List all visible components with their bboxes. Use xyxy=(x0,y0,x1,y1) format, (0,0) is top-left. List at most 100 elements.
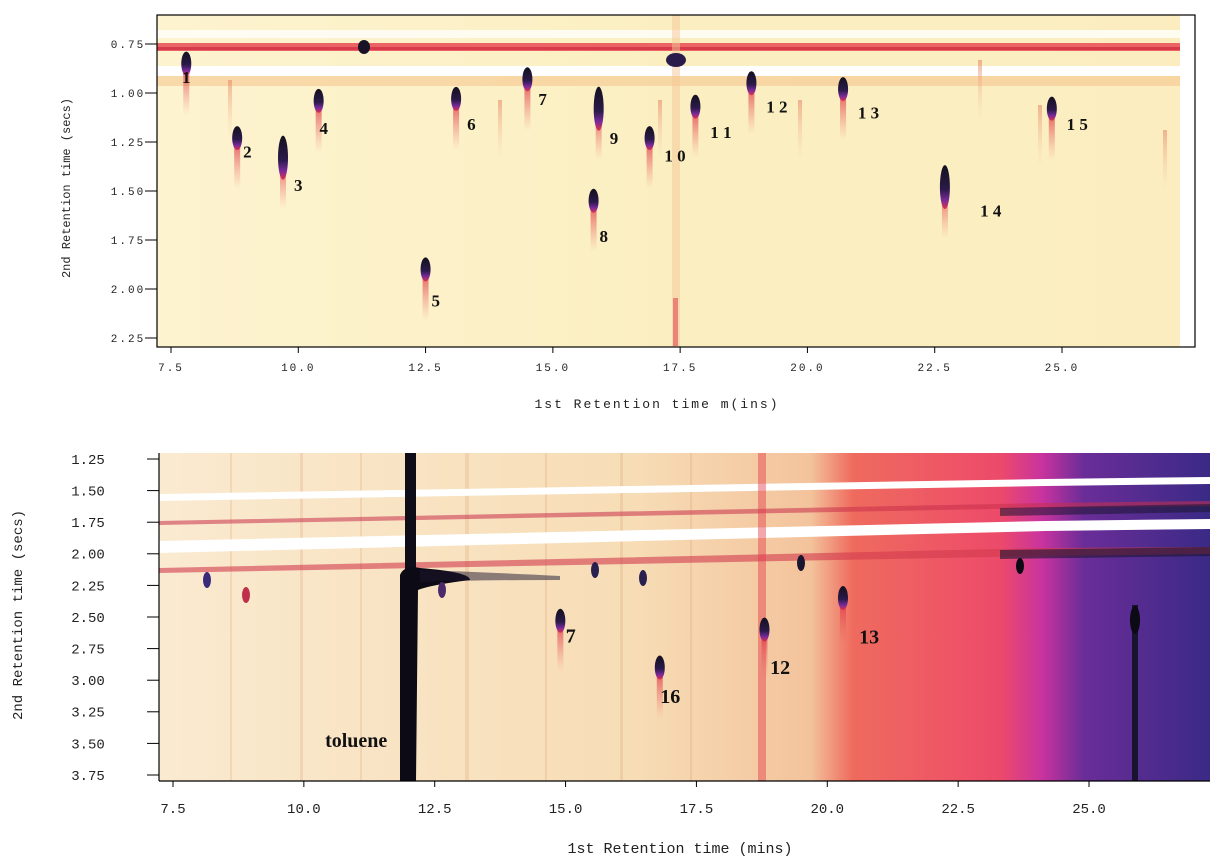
peak-label: 1 2 xyxy=(766,98,787,117)
y-tick-label: 1.75 xyxy=(71,516,105,532)
peak-streak xyxy=(183,59,190,115)
peak-spot xyxy=(654,655,665,680)
x-tick-label: 22.5 xyxy=(941,802,975,818)
y-tick-label: 2.00 xyxy=(111,285,145,297)
peak-spot xyxy=(522,67,533,92)
y-tick-label: 2.25 xyxy=(111,334,145,346)
peak-streak xyxy=(595,104,602,160)
y-tick-label: 1.00 xyxy=(111,89,145,101)
peak-label: 1 4 xyxy=(980,201,1002,220)
faint-streak xyxy=(228,80,232,140)
faint-streak xyxy=(1163,130,1167,190)
heatmap-bottom xyxy=(159,453,1210,781)
peak-spot xyxy=(1046,96,1057,121)
peak-label: 4 xyxy=(319,119,328,138)
x-tick-label: 10.0 xyxy=(287,802,321,818)
y-tick-label: 3.75 xyxy=(71,769,105,785)
x-tick-label: 17.5 xyxy=(663,363,697,375)
x-tick-label: 7.5 xyxy=(160,802,185,818)
peak-streak xyxy=(839,594,846,650)
x-tick-label: 20.0 xyxy=(810,802,844,818)
peak-streak xyxy=(646,134,653,190)
faint-streak xyxy=(658,100,662,160)
peak-spot xyxy=(591,562,599,578)
chart-bottom: 7.5 10.0 12.5 15.0 17.5 20.0 22.5 25.0 1.25 1.50… xyxy=(11,453,1210,858)
x-tick-label: 15.0 xyxy=(536,363,570,375)
peak-label: 1 3 xyxy=(858,103,879,122)
peak-label: 9 xyxy=(610,129,619,148)
y-tick-label: 2.25 xyxy=(71,579,105,595)
peak-label: 1 5 xyxy=(1067,115,1088,134)
peak-streak xyxy=(590,196,597,252)
peak-spot xyxy=(451,86,462,111)
peak-streak xyxy=(557,616,564,672)
peak-label: 2 xyxy=(243,143,252,162)
y-tick-label: 3.00 xyxy=(71,674,105,690)
peak-spot xyxy=(232,126,243,151)
y-tick-label: 0.75 xyxy=(111,40,145,52)
x-tick-label: 25.0 xyxy=(1072,802,1106,818)
peak-spot xyxy=(181,51,192,76)
faint-streak xyxy=(978,60,982,120)
peak-spot xyxy=(797,555,805,571)
peak-spot xyxy=(644,126,655,151)
peak-spot xyxy=(690,94,701,119)
peak-label: 5 xyxy=(432,292,441,311)
peak-streak xyxy=(692,102,699,158)
peak-spot xyxy=(555,608,566,633)
y-tick-label: 1.25 xyxy=(71,453,105,469)
x-tick-label: 7.5 xyxy=(158,363,184,375)
peak-spot xyxy=(639,570,647,586)
chart-top: 7.5 10.0 12.5 15.0 17.5 20.0 22.5 25.0 0.75 1.00… xyxy=(60,14,1196,412)
y-tick-label: 1.75 xyxy=(111,236,145,248)
y-tick-label: 2.75 xyxy=(71,643,105,659)
peak-streak xyxy=(840,85,847,141)
peak-label: 13 xyxy=(859,627,879,649)
peak-label: 12 xyxy=(770,657,790,679)
peak-label: 1 0 xyxy=(664,147,685,166)
faint-streak xyxy=(498,100,502,160)
x-axis-title-top: 1st Retention time m(ins) xyxy=(534,397,779,412)
peak-spot xyxy=(838,77,849,102)
heatmap-top xyxy=(157,15,1180,347)
peak-spot xyxy=(837,586,848,611)
y-axis-title-bottom: 2nd Retention time (secs) xyxy=(11,510,27,720)
x-tick-label: 10.0 xyxy=(281,363,315,375)
peak-spot xyxy=(313,88,324,113)
peak-streak xyxy=(315,96,322,152)
peak-streak xyxy=(656,663,663,719)
x-tick-label: 17.5 xyxy=(680,802,714,818)
peak-spot xyxy=(593,86,604,131)
x-tick-label: 12.5 xyxy=(408,363,442,375)
y-tick-label: 3.25 xyxy=(71,706,105,722)
faint-streak xyxy=(1038,105,1042,165)
peak-streak xyxy=(1048,104,1055,160)
y-tick-label: 1.50 xyxy=(111,187,145,199)
x-tick-label: 22.5 xyxy=(918,363,952,375)
peak-spot xyxy=(278,135,289,180)
peak-streak xyxy=(453,94,460,150)
peak-spot xyxy=(203,572,211,588)
plot-frame-top xyxy=(156,14,1196,348)
peak-label: 8 xyxy=(600,227,609,246)
peak-label: 1 1 xyxy=(710,123,731,142)
x-tick-label: 15.0 xyxy=(549,802,583,818)
peak-streak xyxy=(280,153,287,209)
peak-label: 16 xyxy=(660,686,680,708)
peak-streak xyxy=(748,79,755,135)
peak-spot xyxy=(1016,558,1024,574)
peak-streak xyxy=(422,265,429,321)
peak-label: 1 xyxy=(182,68,191,87)
peak-streak xyxy=(234,134,241,190)
faint-streak xyxy=(798,100,802,160)
y-tick-label: 2.00 xyxy=(71,548,105,564)
peak-spot xyxy=(939,165,950,210)
peak-label: 7 xyxy=(538,90,547,109)
y-tick-label: 1.25 xyxy=(111,138,145,150)
peak-spot xyxy=(759,617,770,642)
peak-label: toluene xyxy=(325,730,387,752)
peak-label: 3 xyxy=(294,176,303,195)
x-tick-label: 25.0 xyxy=(1045,363,1079,375)
peak-spot xyxy=(746,71,757,96)
peak-label: 7 xyxy=(566,625,576,647)
